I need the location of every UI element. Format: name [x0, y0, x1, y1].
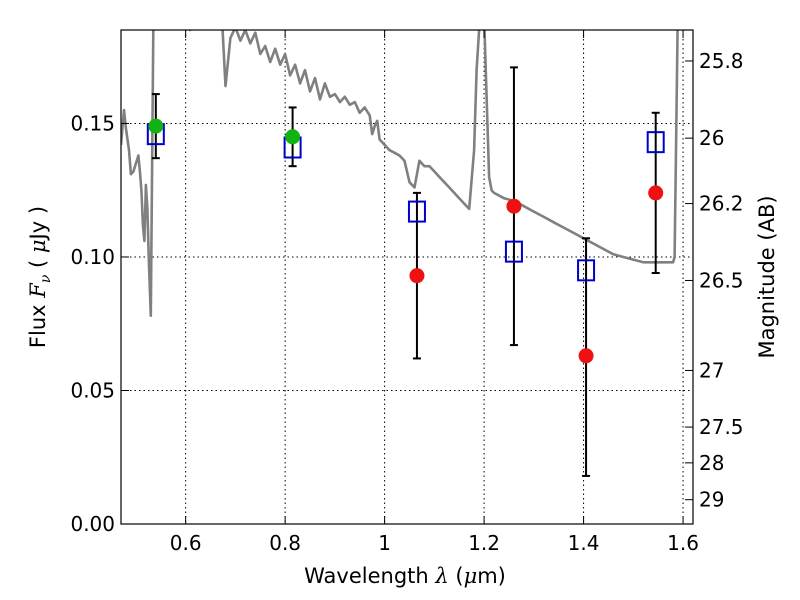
y2-axis-title: Magnitude (AB) — [755, 195, 779, 358]
observed-point — [506, 198, 522, 214]
magnitude-tick-label: 26 — [699, 126, 724, 150]
grid-lines — [121, 30, 693, 525]
magnitude-tick-label: 27 — [699, 358, 724, 382]
axis-ticks: 0.6 0.8 1 1.2 1.4 1.6 0.00 0.05 0.10 0.15 25.8 26 26… — [70, 30, 744, 555]
observed-point — [409, 268, 425, 284]
model-photometry-square — [646, 131, 665, 154]
model-photometry-square — [504, 240, 523, 263]
observed-point — [148, 118, 164, 134]
y-tick-label: 0.10 — [70, 245, 115, 269]
y-tick-label: 0.15 — [70, 111, 115, 135]
x-tick-label: 1.4 — [568, 531, 600, 555]
y-axis-title: Flux Fν ( μJy ) — [26, 206, 54, 348]
y-tick-label: 0.00 — [70, 512, 115, 536]
x-tick-label: 0.8 — [269, 531, 301, 555]
observed-markers — [148, 118, 664, 364]
y-tick-label: 0.05 — [70, 378, 115, 402]
observed-point — [648, 185, 664, 201]
plot-area — [121, 30, 679, 477]
magnitude-tick-label: 28 — [699, 451, 724, 475]
observed-point — [285, 129, 301, 145]
magnitude-tick-label: 26.2 — [699, 192, 744, 216]
x-tick-label: 1 — [378, 531, 391, 555]
model-sed-line — [121, 30, 679, 317]
x-tick-label: 0.6 — [170, 531, 202, 555]
x-tick-label: 1.6 — [667, 531, 699, 555]
model-photometry-square — [407, 200, 426, 223]
error-bars — [151, 66, 660, 477]
model-photometry-square — [577, 259, 596, 282]
x-tick-label: 1.2 — [468, 531, 500, 555]
magnitude-tick-label: 26.5 — [699, 268, 744, 292]
observed-point — [578, 348, 594, 364]
x-axis-title: Wavelength λ (μm) — [304, 564, 506, 588]
magnitude-tick-label: 25.8 — [699, 49, 744, 73]
magnitude-tick-label: 29 — [699, 488, 724, 512]
magnitude-tick-label: 27.5 — [699, 415, 744, 439]
plot-frame — [120, 29, 694, 525]
